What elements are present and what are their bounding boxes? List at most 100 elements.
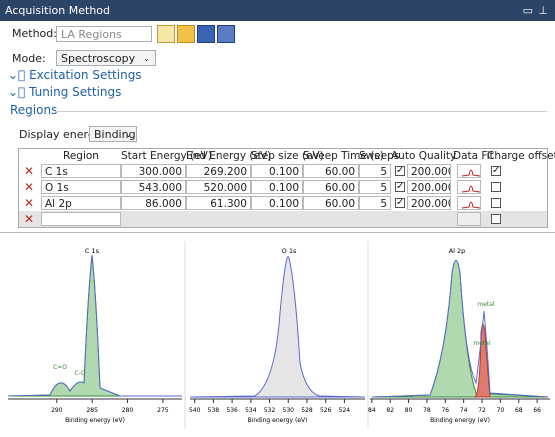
save-button[interactable] bbox=[197, 25, 215, 43]
tuning-expander[interactable]: ⌄⃝ Tuning Settings bbox=[8, 85, 122, 99]
restore-button[interactable]: ▭ bbox=[522, 4, 533, 17]
fit-icon bbox=[461, 201, 480, 209]
display-value: Binding bbox=[94, 128, 136, 141]
x-tick-label: 275 bbox=[157, 407, 169, 414]
excitation-expander[interactable]: ⌄⃝ Excitation Settings bbox=[8, 68, 142, 82]
x-tick-label: 80 bbox=[405, 407, 413, 414]
column-header: Charge offset bbox=[487, 150, 555, 162]
auto-checkbox[interactable]: ✓ bbox=[395, 197, 405, 208]
cell-quality[interactable]: 200.000 bbox=[407, 180, 451, 194]
cell-step[interactable]: 0.100 bbox=[251, 164, 303, 178]
x-tick-label: 78 bbox=[423, 407, 431, 414]
c1s-spectrum bbox=[7, 254, 182, 397]
x-tick-label: 84 bbox=[368, 407, 376, 414]
x-tick-label: 70 bbox=[497, 407, 505, 414]
cell-end[interactable]: 520.000 bbox=[186, 180, 251, 194]
mode-label: Mode: bbox=[12, 52, 46, 65]
x-tick-label: 538 bbox=[208, 407, 220, 414]
x-tick-label: 532 bbox=[264, 407, 276, 414]
x-tick-label: 536 bbox=[226, 407, 238, 414]
x-tick-label: 280 bbox=[122, 407, 134, 414]
cell-sweeps[interactable]: 5 bbox=[359, 164, 391, 178]
c1s-fit bbox=[7, 254, 182, 397]
x-axis-label: Binding energy (eV) bbox=[430, 417, 490, 424]
auto-checkbox[interactable]: ✓ bbox=[395, 181, 405, 192]
cell-time[interactable]: 60.00 bbox=[303, 180, 359, 194]
x-tick-label: 526 bbox=[320, 407, 332, 414]
separator bbox=[0, 232, 555, 233]
cell-end[interactable]: 269.200 bbox=[186, 164, 251, 178]
method-label: Method: bbox=[12, 27, 57, 40]
regions-title: Regions bbox=[10, 103, 58, 117]
charge-checkbox[interactable] bbox=[491, 182, 501, 192]
charge-checkbox[interactable] bbox=[491, 198, 501, 208]
new-row bbox=[19, 211, 547, 227]
x-axis-label: Binding energy (eV) bbox=[65, 417, 125, 424]
display-dropdown[interactable]: Binding ⌄ bbox=[89, 126, 137, 142]
cell-region[interactable]: Al 2p bbox=[41, 196, 121, 210]
window-title: Acquisition Method bbox=[5, 4, 110, 17]
cell-end[interactable]: 61.300 bbox=[186, 196, 251, 210]
cell-region[interactable]: O 1s bbox=[41, 180, 121, 194]
cell-start[interactable]: 86.000 bbox=[121, 196, 186, 210]
fit-icon bbox=[461, 185, 480, 193]
cell-time[interactable]: 60.00 bbox=[303, 196, 359, 210]
cell-quality[interactable]: 200.000 bbox=[407, 164, 451, 178]
cell-start[interactable]: 543.000 bbox=[121, 180, 186, 194]
x-tick-label: 285 bbox=[86, 407, 98, 414]
x-tick-label: 524 bbox=[339, 407, 351, 414]
delete-button[interactable]: ✕ bbox=[24, 180, 35, 194]
spectra: 290 285 280 275 Binding energy (eV) C 1s C=O C-… bbox=[7, 241, 550, 429]
open-button[interactable] bbox=[177, 25, 195, 43]
column-header: Step size (eV) bbox=[251, 150, 324, 162]
column-header: Start Energy (eV) bbox=[121, 150, 212, 162]
x-tick-label: 290 bbox=[51, 407, 63, 414]
new-button[interactable] bbox=[157, 25, 175, 43]
x-tick-label: 82 bbox=[386, 407, 394, 414]
delete-button[interactable]: ✕ bbox=[24, 164, 35, 178]
peak-annotation: C-O bbox=[74, 370, 86, 377]
al2p-spectrum bbox=[371, 260, 549, 398]
fit-thumb bbox=[457, 212, 481, 226]
region-input[interactable] bbox=[41, 212, 121, 226]
peak-title: O 1s bbox=[282, 247, 297, 255]
save-as-button[interactable] bbox=[217, 25, 235, 43]
peak-annotation: metal bbox=[473, 340, 491, 347]
cell-start[interactable]: 300.000 bbox=[121, 164, 186, 178]
peak-title: Al 2p bbox=[449, 247, 466, 255]
mode-value: Spectroscopy bbox=[61, 52, 136, 65]
charge-checkbox[interactable]: ✓ bbox=[491, 165, 501, 176]
peak-title: C 1s bbox=[85, 247, 100, 255]
fit-icon bbox=[461, 169, 480, 177]
column-header: Region bbox=[63, 150, 99, 162]
x-tick-label: 530 bbox=[283, 407, 295, 414]
cell-sweeps[interactable]: 5 bbox=[359, 180, 391, 194]
column-header: Sweeps bbox=[359, 150, 400, 162]
cell-sweeps[interactable]: 5 bbox=[359, 196, 391, 210]
pin-button[interactable]: ⊥ bbox=[538, 4, 548, 17]
x-tick-label: 74 bbox=[460, 407, 468, 414]
cell-quality[interactable]: 200.000 bbox=[407, 196, 451, 210]
charge-checkbox[interactable] bbox=[491, 214, 501, 224]
fit-thumb bbox=[457, 196, 481, 210]
x-axis-label: Binding energy (eV) bbox=[248, 417, 308, 424]
mode-dropdown[interactable]: Spectroscopy ⌄ bbox=[56, 50, 156, 66]
peak-annotation: C=O bbox=[53, 364, 67, 371]
delete-button[interactable]: ✕ bbox=[24, 212, 35, 226]
x-tick-label: 68 bbox=[515, 407, 523, 414]
method-input[interactable]: LA Regions bbox=[56, 26, 152, 42]
auto-checkbox[interactable]: ✓ bbox=[395, 165, 405, 176]
separator bbox=[55, 111, 547, 112]
cell-region[interactable]: C 1s bbox=[41, 164, 121, 178]
column-header: Auto Quality bbox=[391, 150, 457, 162]
column-header: Sweep Time (s) bbox=[303, 150, 384, 162]
delete-button[interactable]: ✕ bbox=[24, 196, 35, 210]
x-tick-label: 72 bbox=[478, 407, 486, 414]
cell-step[interactable]: 0.100 bbox=[251, 196, 303, 210]
method-toolbar bbox=[157, 25, 235, 43]
cell-time[interactable]: 60.00 bbox=[303, 164, 359, 178]
cell-step[interactable]: 0.100 bbox=[251, 180, 303, 194]
column-header: End Energy (eV) bbox=[186, 150, 272, 162]
section-label: Excitation Settings bbox=[29, 68, 142, 82]
